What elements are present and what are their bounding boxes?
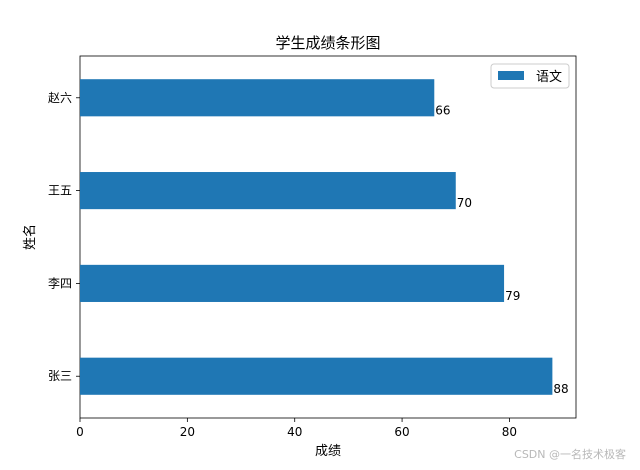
x-tick-label: 0	[76, 425, 84, 439]
x-tick-label: 40	[287, 425, 302, 439]
bar-张三	[80, 357, 553, 395]
chart-title: 学生成绩条形图	[275, 34, 380, 52]
bar-value-label: 70	[457, 196, 472, 210]
x-tick-label: 20	[180, 425, 195, 439]
y-tick-label: 张三	[48, 369, 72, 383]
bar-value-label: 79	[505, 289, 520, 303]
bar-value-label: 66	[435, 103, 450, 117]
legend-entry: 语文	[536, 70, 562, 85]
legend-swatch	[498, 71, 524, 80]
x-tick-label: 80	[502, 425, 517, 439]
bar-王五	[80, 172, 456, 210]
legend: 语文	[490, 63, 570, 89]
bar-李四	[80, 264, 505, 302]
bar-赵六	[80, 79, 435, 117]
y-tick-label: 李四	[48, 275, 72, 290]
bar-value-label: 88	[553, 382, 568, 396]
legend-frame	[490, 63, 570, 89]
x-tick-label: 60	[394, 425, 409, 439]
y-axis-label: 姓名	[22, 224, 38, 250]
watermark: CSDN @一名技术极客	[514, 448, 626, 461]
plot-area	[79, 55, 577, 419]
y-tick-label: 王五	[48, 184, 72, 198]
x-axis-label: 成绩	[315, 444, 341, 459]
y-tick-label: 赵六	[48, 91, 72, 105]
